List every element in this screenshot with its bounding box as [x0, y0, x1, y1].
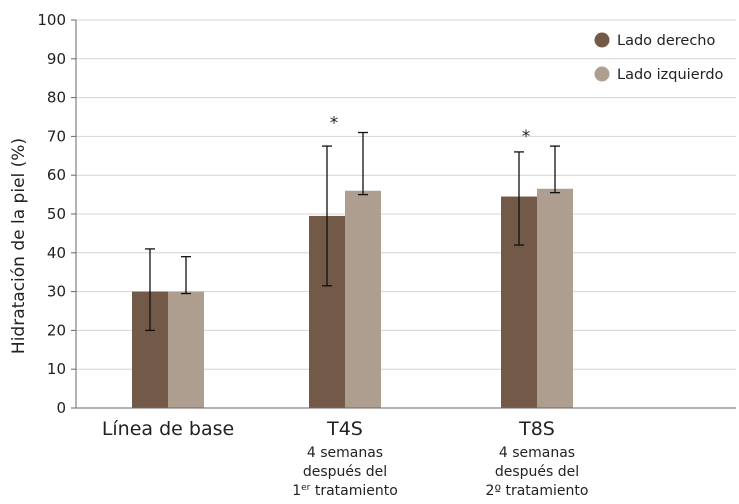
x-axis: Línea de base T4S 4 semanas después del 1er …: [76, 407, 736, 499]
x-tick-label: T4S: [326, 418, 363, 440]
legend: Lado derecho Lado izquierdo: [594, 32, 724, 83]
error-bars: **: [145, 114, 560, 332]
y-tick-label: 100: [37, 11, 66, 29]
legend-swatch: [594, 32, 610, 48]
y-tick-label: 90: [47, 50, 66, 68]
y-axis: 0 10 20 30 40 50 60 70 80 90 100: [37, 11, 77, 417]
legend-label: Lado derecho: [617, 33, 715, 49]
bar: [345, 190, 381, 408]
x-tick-sublabel: después del: [303, 464, 387, 480]
y-tick-label: 0: [56, 399, 66, 417]
y-tick-label: 40: [47, 244, 66, 262]
y-tick-label: 80: [47, 89, 66, 107]
y-tick-label: 70: [47, 127, 66, 145]
legend-label: Lado izquierdo: [617, 67, 724, 83]
y-tick-label: 60: [47, 166, 66, 184]
y-tick-label: 30: [47, 283, 66, 301]
y-tick-label: 20: [47, 321, 66, 339]
significance-star: *: [522, 127, 531, 147]
x-tick-sublabel: 2º tratamiento: [486, 483, 589, 499]
legend-swatch: [594, 66, 610, 82]
x-tick-sublabel: después del: [495, 464, 579, 480]
y-tick-label: 50: [47, 205, 66, 223]
y-tick-label: 10: [47, 360, 66, 378]
bar: [537, 188, 573, 408]
x-tick-sublabel: 4 semanas: [307, 445, 383, 461]
x-tick-label: Línea de base: [102, 418, 234, 440]
significance-star: *: [330, 114, 339, 134]
x-tick-sublabel: 4 semanas: [499, 445, 575, 461]
x-tick-label: T8S: [518, 418, 555, 440]
y-axis-label: Hidratación de la piel (%): [9, 138, 29, 354]
bar: [168, 291, 204, 408]
x-tick-sublabel: 1er tratamiento: [292, 483, 398, 499]
bars: [132, 188, 573, 408]
